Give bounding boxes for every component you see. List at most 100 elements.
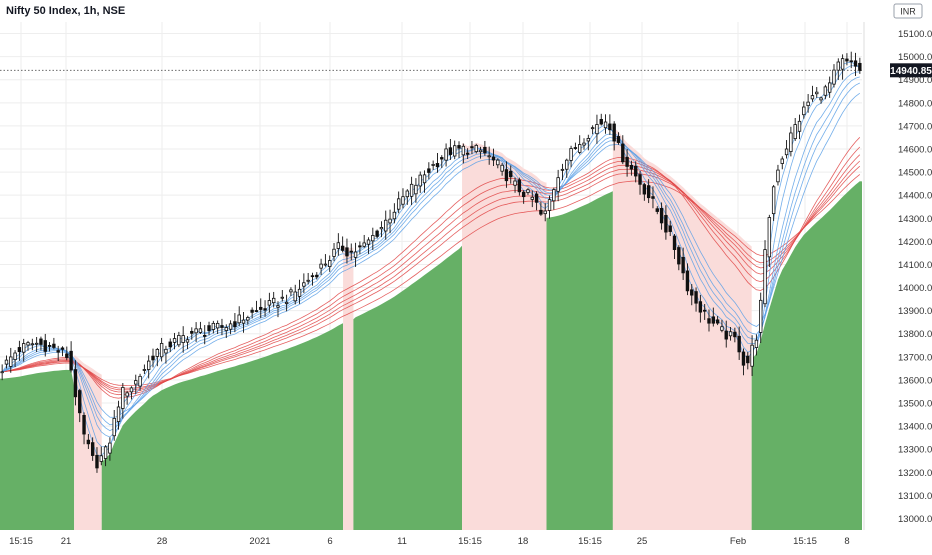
- candle: [470, 141, 474, 155]
- y-tick-label: 15000.00: [898, 52, 932, 63]
- candle: [254, 300, 259, 313]
- candle: [358, 241, 362, 255]
- y-tick-label: 13900.00: [898, 306, 932, 317]
- candle: [823, 84, 828, 100]
- regime-bull: [353, 245, 463, 531]
- candle: [65, 346, 69, 361]
- y-tick-label: 14100.00: [898, 260, 932, 271]
- candle: [448, 138, 453, 160]
- x-tick-label: 28: [157, 536, 168, 547]
- candle: [17, 340, 22, 361]
- candle: [151, 348, 155, 368]
- candle: [819, 96, 823, 104]
- candle: [746, 352, 750, 370]
- candle: [414, 178, 418, 203]
- candle: [422, 170, 427, 193]
- candle: [86, 433, 91, 449]
- x-tick-label: 11: [397, 536, 407, 547]
- candle: [858, 57, 862, 74]
- candle: [737, 326, 741, 360]
- candle: [500, 163, 504, 176]
- y-tick-label: 13000.00: [898, 514, 932, 525]
- candle: [590, 125, 595, 135]
- candle: [280, 290, 284, 302]
- currency-label: INR: [900, 7, 916, 17]
- candle: [336, 233, 341, 256]
- candle: [340, 236, 345, 253]
- candle: [797, 114, 802, 140]
- x-tick-label: 2021: [249, 536, 270, 547]
- candle: [26, 340, 30, 351]
- candle: [155, 347, 160, 367]
- candle: [177, 331, 181, 348]
- regime-bull: [751, 181, 862, 531]
- candle: [487, 146, 491, 165]
- candle: [560, 163, 565, 181]
- candle: [440, 155, 444, 169]
- candles: [0, 51, 862, 473]
- x-tick-label: 18: [518, 536, 529, 547]
- y-tick-label: 14200.00: [898, 237, 932, 248]
- candle: [784, 140, 789, 159]
- y-tick-label: 13600.00: [898, 375, 932, 386]
- candle: [233, 313, 237, 333]
- candle: [556, 169, 560, 202]
- candle: [565, 158, 569, 178]
- candle: [685, 263, 690, 296]
- candle: [474, 143, 478, 154]
- x-tick-label: Feb: [730, 536, 746, 547]
- candle: [707, 309, 711, 332]
- regime-bear: [462, 142, 547, 531]
- currency-badge[interactable]: INR: [893, 3, 923, 19]
- candle: [142, 364, 147, 374]
- candle: [690, 284, 694, 306]
- x-tick-label: 6: [327, 536, 332, 547]
- candle: [190, 327, 194, 340]
- candle: [9, 347, 13, 373]
- y-tick-label: 15100.00: [898, 29, 932, 40]
- candle: [405, 189, 409, 205]
- candle: [586, 134, 591, 151]
- candle: [371, 227, 375, 250]
- candle: [401, 188, 405, 209]
- candle: [310, 272, 315, 286]
- candle: [267, 292, 272, 313]
- candle: [384, 210, 388, 240]
- candle: [603, 114, 608, 134]
- x-tick-label: 21: [61, 536, 72, 547]
- candle: [78, 388, 82, 423]
- candle: [664, 205, 668, 240]
- candle: [328, 255, 332, 272]
- candle: [388, 209, 392, 234]
- y-tick-label: 13400.00: [898, 422, 932, 433]
- candle: [82, 412, 86, 445]
- candle: [728, 327, 733, 341]
- candle: [276, 301, 280, 318]
- regime-bear: [612, 128, 752, 530]
- candle: [845, 53, 849, 66]
- candle: [164, 345, 168, 364]
- x-tick-label: 15:15: [793, 536, 817, 547]
- y-tick-label: 14800.00: [898, 98, 932, 109]
- candle: [241, 311, 246, 333]
- candle: [578, 135, 582, 155]
- candle: [478, 146, 483, 159]
- candle: [720, 319, 724, 333]
- price-axis[interactable]: 15100.00 15000.00 14900.00 14800.00 14700.00…: [898, 29, 932, 525]
- candle: [0, 364, 4, 381]
- candle: [539, 201, 543, 216]
- fast-ma-line: [2, 92, 861, 418]
- regime-bull: [0, 369, 75, 530]
- candle: [715, 316, 720, 326]
- slow-ma-line: [2, 165, 861, 389]
- candle: [681, 247, 685, 280]
- time-axis[interactable]: 15:15 21 28 2021 6 11 15:15 18 15:15 25 Feb 15:15 8: [9, 536, 850, 547]
- candle: [353, 242, 358, 267]
- candle: [453, 140, 457, 160]
- candle: [759, 292, 763, 344]
- candle: [116, 400, 121, 430]
- candle: [836, 58, 840, 80]
- candle: [220, 318, 224, 336]
